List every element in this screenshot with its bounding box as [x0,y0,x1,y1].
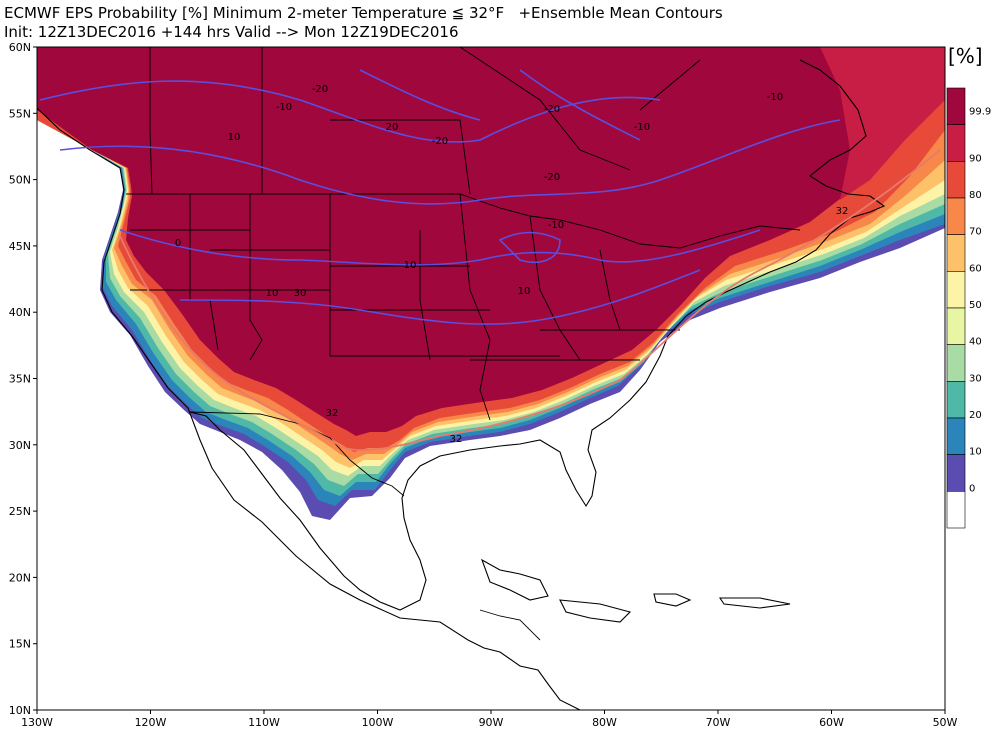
contour-label: 20 [386,122,399,133]
contour-label: -20 [312,84,328,95]
contour-label: -10 [767,92,783,103]
contour-label: -10 [548,220,564,231]
contour-label: 0 [175,238,181,249]
colorbar-swatch [946,161,966,199]
colorbar-swatch [946,87,966,125]
freezing-line [119,149,941,452]
contour-label: 32 [326,408,339,419]
lon-tick-label: 100W [362,716,394,729]
colorbar-label: 70 [969,227,982,238]
colorbar-unit: [%] [948,44,983,68]
lat-tick-label: 45N [9,240,31,253]
contour-label: 32 [450,434,463,445]
contour-label: 30 [294,288,307,299]
lon-tick-label: 60W [819,716,844,729]
colorbar: 99.9 90 80 70 60 50 40 30 20 10 0 [946,87,991,529]
lat-tick-label: 20N [9,571,31,584]
lat-tick-label: 25N [9,505,31,518]
lon-tick-label: 80W [592,716,617,729]
lat-tick-label: 60N [9,41,31,54]
colorbar-label: 30 [969,373,982,384]
colorbar-label: 0 [969,483,975,494]
map-subtitle: Init: 12Z13DEC2016 +144 hrs Valid --> Mo… [4,23,459,41]
lon-tick-label: 90W [479,716,504,729]
colorbar-swatch [946,197,966,235]
lon-tick-label: 50W [933,716,958,729]
colorbar-label: 99.9 [969,106,991,117]
map-title: ECMWF EPS Probability [%] Minimum 2-mete… [4,4,723,22]
prob-band-90-ne [820,47,945,200]
colorbar-swatch [946,271,966,309]
colorbar-label: 90 [969,153,982,164]
lon-tick-label: 110W [248,716,280,729]
colorbar-label: 40 [969,337,982,348]
contour-label: 10 [266,288,279,299]
colorbar-swatch [946,124,966,162]
contour-label: 10 [518,286,531,297]
lat-tick-label: 10N [9,704,31,717]
lon-tick-label: 120W [135,716,167,729]
colorbar-swatch [946,491,966,529]
contour-label: -20 [544,172,560,183]
colorbar-swatch [946,234,966,272]
colorbar-swatch [946,344,966,382]
contour-label: 10 [228,132,241,143]
coastlines [37,59,886,710]
contour-label: -10 [634,122,650,133]
contour-label: -10 [276,102,292,113]
contour-label: 10 [404,260,417,271]
contour-label: -20 [432,136,448,147]
lat-tick-label: 50N [9,174,31,187]
lat-tick-label: 55N [9,107,31,120]
longitude-ticks: 130W 120W 110W 100W 90W 80W 70W 60W 50W [21,710,958,729]
lat-tick-label: 30N [9,439,31,452]
political-boundaries [126,47,801,641]
lat-tick-label: 40N [9,306,31,319]
lon-tick-label: 130W [21,716,53,729]
latitude-ticks: 60N 55N 50N 45N 40N 35N 30N 25N 20N 15N 10N [9,41,37,717]
contour-label: -20 [544,104,560,115]
colorbar-label: 80 [969,190,982,201]
colorbar-label: 20 [969,410,982,421]
colorbar-label: 50 [969,300,982,311]
colorbar-label: 10 [969,447,982,458]
contour-label: 32 [836,206,849,217]
contour-labels: -20 -20 -20 -20 -10 -10 -10 -10 0 10 10 10 10 20 30 32 3… [175,84,849,445]
colorbar-label: 60 [969,263,982,274]
colorbar-swatch [946,417,966,455]
lat-tick-label: 35N [9,373,31,386]
lon-tick-label: 70W [706,716,731,729]
lat-tick-label: 15N [9,638,31,651]
colorbar-swatch [946,381,966,419]
colorbar-swatch [946,454,966,492]
prob-band-99-9 [37,47,880,436]
temperature-contours [39,69,841,325]
probability-field [37,47,945,520]
colorbar-swatch [946,307,966,345]
map-plot-area: -20 -20 -20 -20 -10 -10 -10 -10 0 10 10 10 10 20 30 32 3… [37,47,945,710]
